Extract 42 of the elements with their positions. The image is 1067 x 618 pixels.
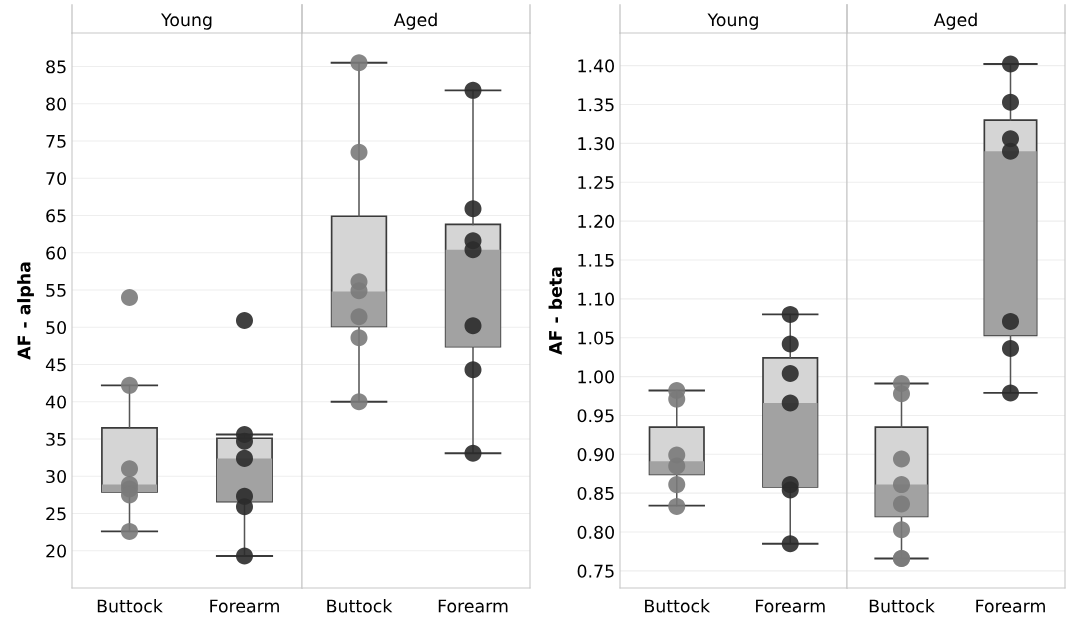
y-tick-label: 1.30 [578, 137, 614, 151]
y-tick-label: 1.40 [578, 59, 614, 73]
y-tick-label: 40 [45, 395, 66, 409]
y-tick-label: 1.10 [578, 292, 614, 306]
y-tick-label: 55 [46, 283, 66, 297]
x-tick-label: Forearm [756, 599, 825, 613]
x-tick-label: Buttock [327, 599, 393, 613]
y-tick-label: 0.95 [577, 409, 614, 423]
x-tick-label: Buttock [645, 599, 711, 613]
y-tick-label: 75 [46, 134, 66, 148]
x-tick-label: Buttock [97, 599, 163, 613]
y-tick-label: 65 [46, 209, 66, 223]
y-axis-title: AF - beta [548, 267, 563, 355]
y-tick-label: 1.15 [578, 253, 614, 267]
y-tick-label: 50 [46, 320, 66, 335]
y-axis-title: AF - alpha [17, 262, 34, 360]
x-tick-label: Forearm [210, 599, 279, 613]
chart-title: Young [707, 13, 758, 30]
y-tick-label: 25 [46, 507, 66, 521]
y-tick-label: 1.00 [578, 370, 614, 384]
y-tick-label: 0.80 [577, 525, 614, 539]
y-tick-label: 60 [46, 246, 66, 260]
chart-title: Aged [933, 12, 977, 30]
y-tick-label: 1.25 [578, 175, 614, 190]
y-tick-label: 80 [46, 97, 66, 111]
x-tick-label: Forearm [976, 599, 1045, 613]
y-tick-label: 0.90 [577, 448, 614, 462]
y-tick-label: 35 [46, 432, 66, 446]
y-tick-label: 0.75 [577, 564, 614, 578]
y-tick-label: 85 [46, 60, 66, 74]
chart-title: Young [160, 13, 212, 30]
y-tick-label: 45 [45, 358, 66, 372]
y-tick-label: 70 [46, 171, 66, 186]
y-tick-label: 0.85 [577, 486, 614, 501]
y-tick-label: 30 [46, 469, 66, 484]
y-tick-label: 1.35 [578, 98, 614, 112]
y-tick-label: 1.05 [578, 331, 614, 345]
x-tick-label: Buttock [869, 599, 935, 613]
y-tick-label: 20 [46, 544, 66, 558]
y-tick-label: 1.20 [578, 214, 614, 228]
x-tick-label: Forearm [438, 599, 508, 613]
chart-title: Aged [393, 12, 437, 30]
